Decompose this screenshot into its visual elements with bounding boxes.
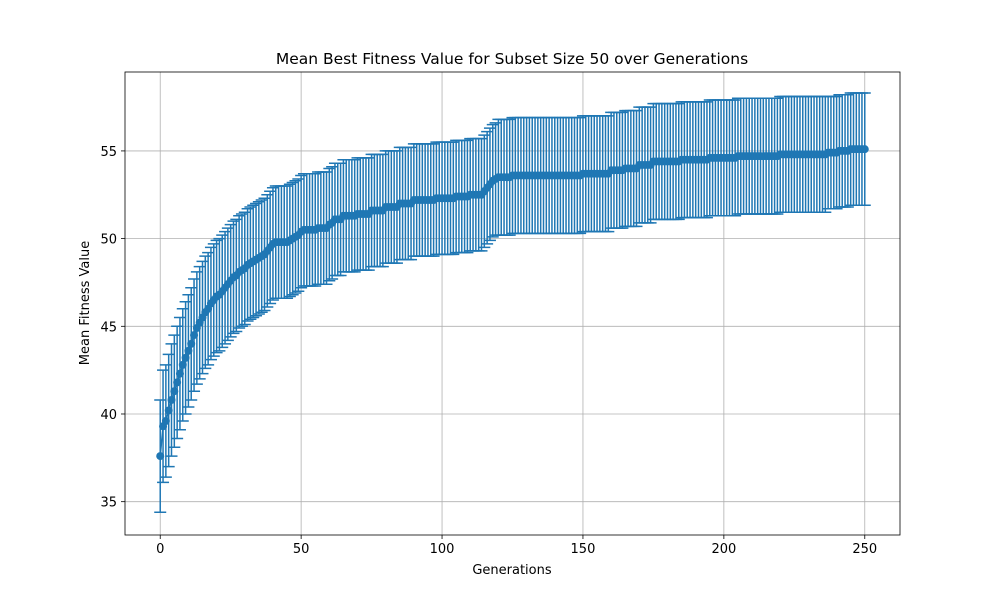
x-axis-label: Generations bbox=[472, 563, 552, 578]
y-tick-label: 40 bbox=[100, 408, 117, 423]
mean-marker bbox=[164, 406, 173, 415]
x-tick-label: 150 bbox=[571, 542, 596, 557]
x-tick-label: 50 bbox=[293, 542, 310, 557]
y-tick-label: 50 bbox=[100, 233, 117, 248]
mean-marker bbox=[184, 346, 193, 355]
mean-marker bbox=[167, 395, 176, 404]
mean-marker bbox=[860, 145, 869, 154]
y-tick-label: 35 bbox=[100, 496, 117, 511]
y-axis-label: Mean Fitness Value bbox=[78, 241, 93, 365]
x-tick-label: 200 bbox=[711, 542, 736, 557]
x-tick-label: 250 bbox=[852, 542, 877, 557]
mean-marker bbox=[161, 417, 170, 426]
mean-marker bbox=[156, 452, 165, 461]
mean-marker bbox=[173, 378, 182, 387]
x-tick-label: 100 bbox=[430, 542, 455, 557]
mean-marker bbox=[181, 353, 190, 362]
x-tick-label: 0 bbox=[156, 542, 164, 557]
plot-area bbox=[154, 92, 871, 513]
y-tick-label: 55 bbox=[100, 145, 117, 160]
mean-marker bbox=[175, 369, 184, 378]
mean-marker bbox=[178, 360, 187, 369]
axes-frame bbox=[124, 71, 901, 536]
mean-marker bbox=[187, 339, 196, 348]
mean-marker bbox=[190, 331, 199, 340]
chart-title: Mean Best Fitness Value for Subset Size … bbox=[276, 50, 748, 68]
mean-marker bbox=[170, 387, 179, 396]
y-tick-label: 45 bbox=[100, 320, 117, 335]
